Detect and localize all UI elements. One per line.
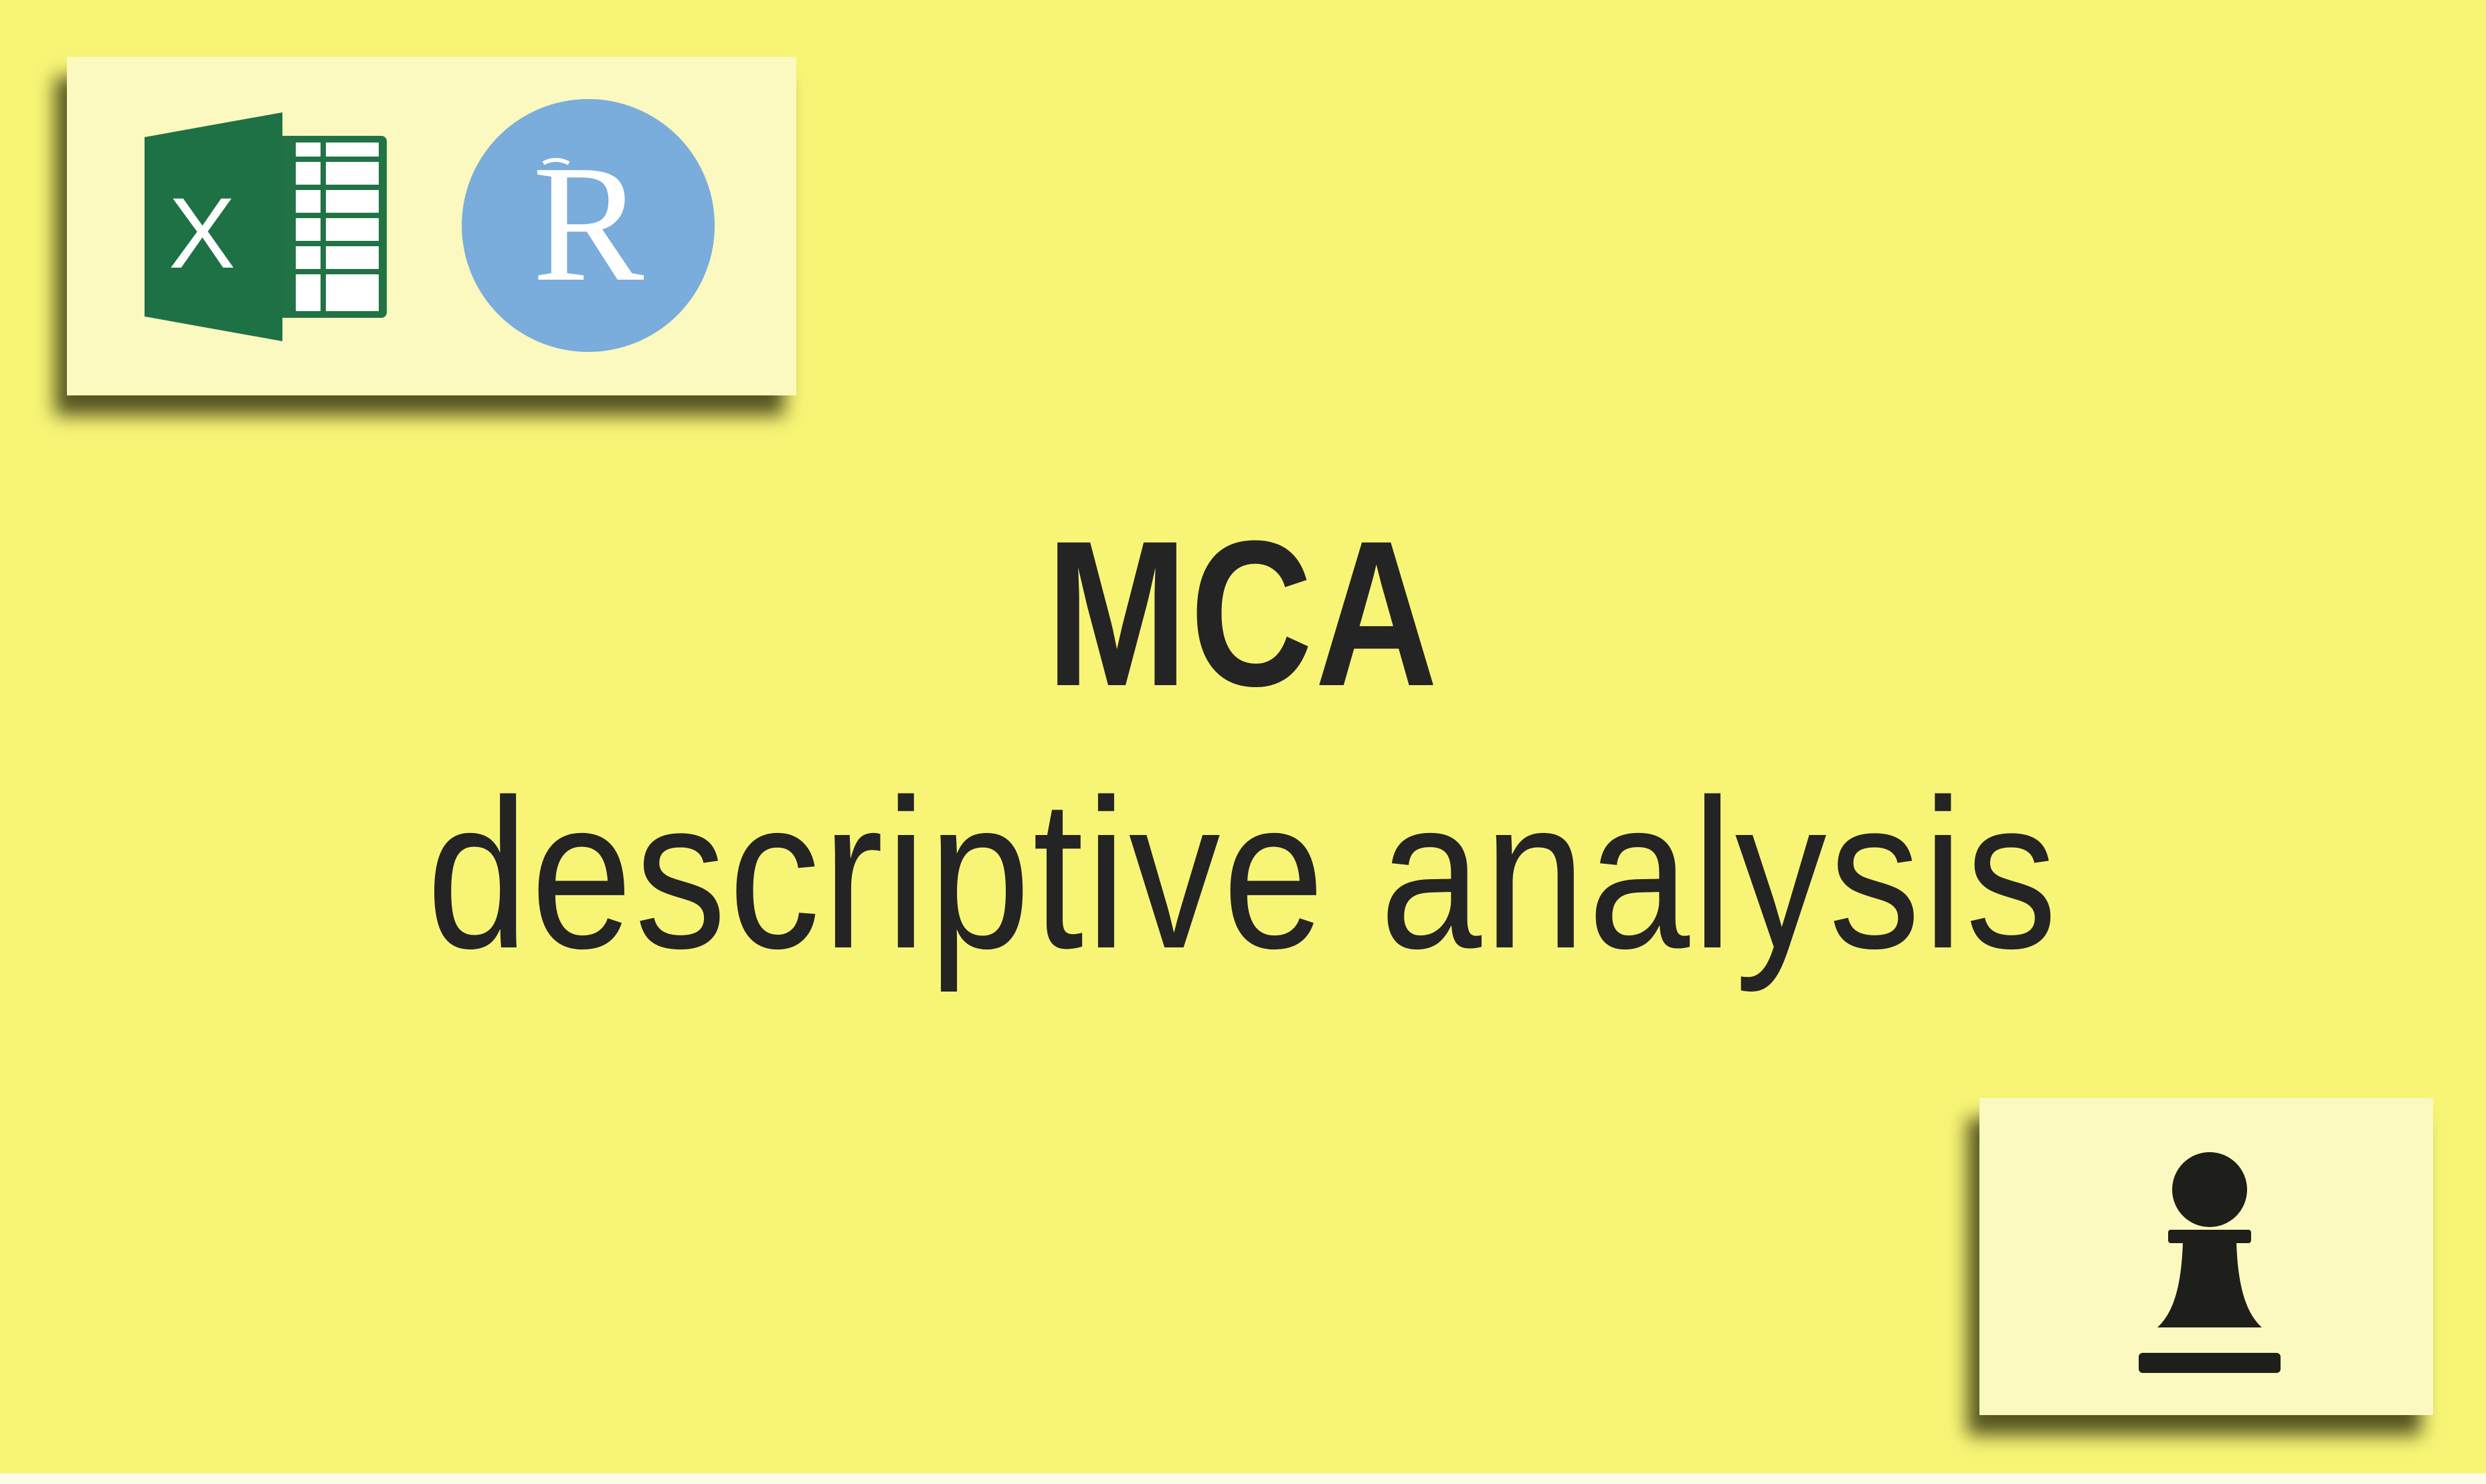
r-language-icon: R [462, 99, 715, 352]
bottom-border [0, 1473, 2486, 1484]
chess-pawn-icon [2139, 1152, 2281, 1373]
page-title: MCA [1046, 497, 1440, 729]
excel-letter: X [169, 177, 236, 289]
page-subtitle: descriptive analysis [426, 755, 2060, 993]
excel-icon: X [145, 112, 387, 341]
